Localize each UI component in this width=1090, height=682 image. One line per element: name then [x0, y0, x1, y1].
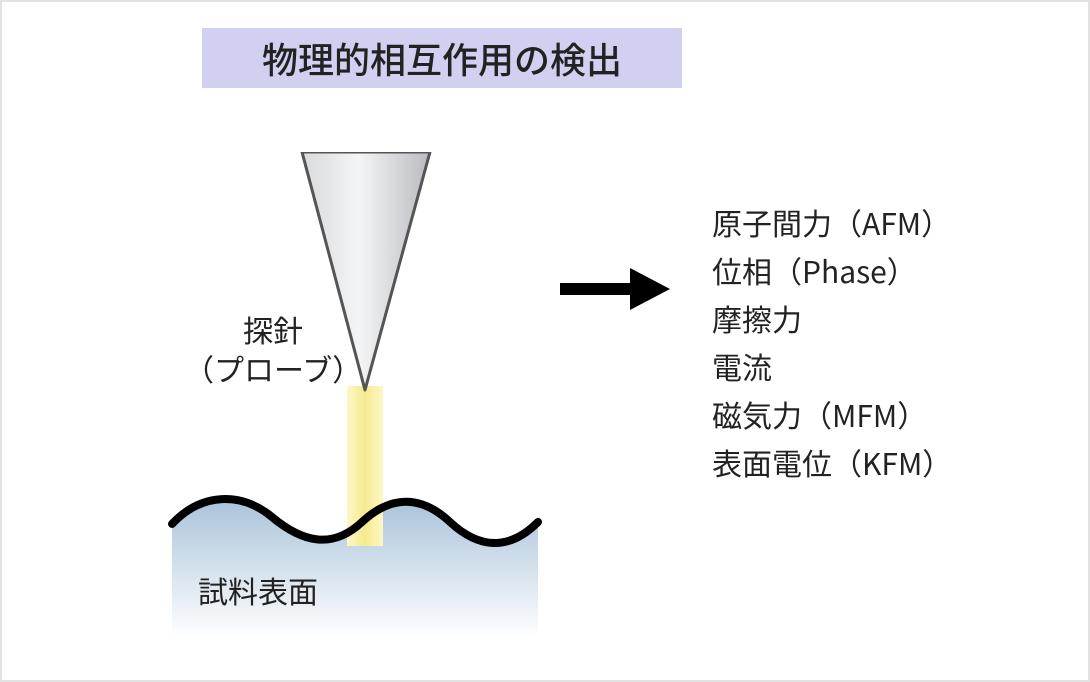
interaction-list-item: 原子間力（AFM） — [712, 198, 952, 246]
probe-label: 探針 （プローブ） — [184, 310, 362, 388]
interaction-list-item: 摩擦力 — [712, 294, 952, 342]
probe-label-line2: （プローブ） — [184, 349, 362, 388]
diagram-frame: 物理的相互作用の検出 — [0, 0, 1090, 682]
interaction-list-item: 表面電位（KFM） — [712, 438, 952, 486]
interaction-list: 原子間力（AFM）位相（Phase）摩擦力電流磁気力（MFM）表面電位（KFM） — [712, 198, 952, 486]
interaction-list-item: 位相（Phase） — [712, 246, 952, 294]
surface-label: 試料表面 — [198, 568, 318, 612]
interaction-list-item: 電流 — [712, 342, 952, 390]
title-banner: 物理的相互作用の検出 — [202, 28, 682, 88]
title-text: 物理的相互作用の検出 — [262, 32, 622, 84]
probe-label-line1: 探針 — [184, 310, 362, 349]
arrow-icon — [560, 268, 670, 310]
interaction-list-item: 磁気力（MFM） — [712, 390, 952, 438]
surface-label-text: 試料表面 — [198, 568, 318, 612]
